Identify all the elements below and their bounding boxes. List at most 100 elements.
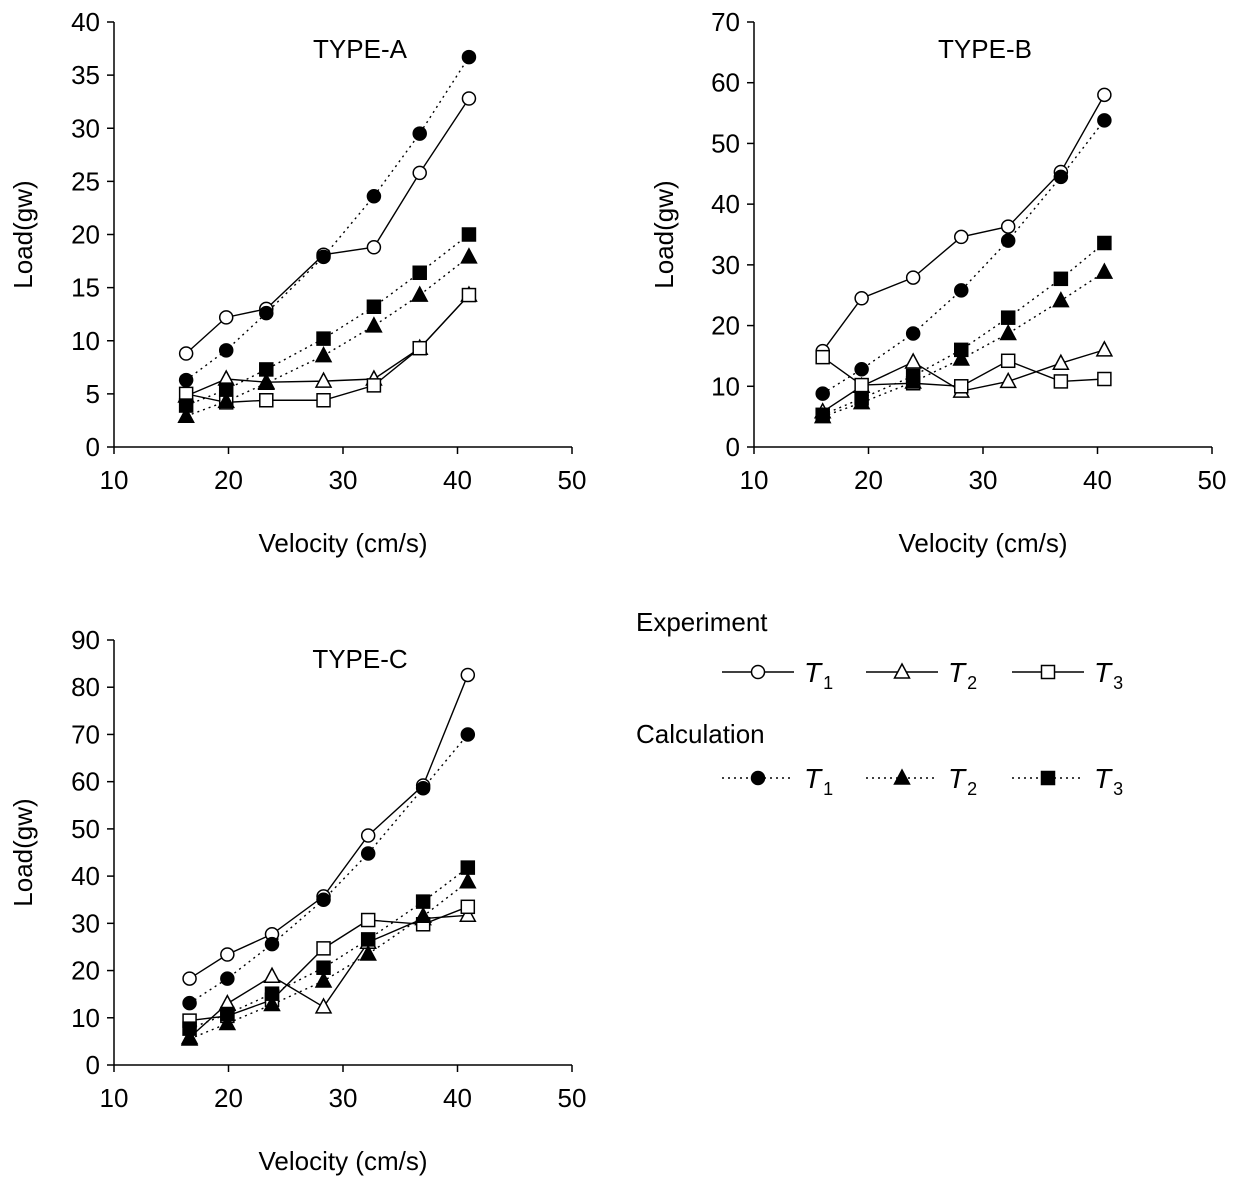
x-axis-label: Velocity (cm/s) [258, 528, 427, 558]
data-point-experiment-t2 [459, 905, 477, 923]
y-tick-label: 40 [71, 861, 100, 891]
data-point-experiment-t1 [854, 291, 869, 306]
x-tick-label: 10 [740, 465, 769, 495]
data-point-experiment-t3 [815, 349, 830, 365]
legend-label-subscript: 3 [1113, 779, 1123, 799]
data-point-calculation-t2 [1095, 262, 1114, 279]
data-point-calculation-t1 [412, 126, 427, 141]
data-point-experiment-t3 [854, 377, 869, 393]
data-point-experiment-t1 [461, 91, 477, 106]
y-tick-label: 25 [71, 166, 100, 196]
data-point-experiment-t3 [1053, 374, 1069, 389]
y-tick-label: 60 [711, 68, 740, 98]
legend-heading-calculation: Calculation [636, 719, 765, 749]
legend-marker-square [1040, 770, 1056, 786]
y-axis-label: Load(gw) [649, 180, 679, 288]
data-point-experiment-t3 [461, 287, 477, 303]
data-point-experiment-t1 [412, 165, 427, 181]
chart-title: TYPE-A [313, 34, 408, 64]
data-point-calculation-t1 [953, 283, 969, 298]
y-tick-label: 50 [71, 814, 100, 844]
y-tick-label: 20 [71, 956, 100, 986]
data-point-experiment-t3 [316, 941, 331, 956]
legend-label-subscript: 1 [823, 779, 833, 799]
data-point-experiment-t3 [366, 378, 382, 393]
y-tick-label: 10 [71, 1003, 100, 1033]
y-tick-label: 30 [71, 113, 100, 143]
y-tick-label: 10 [711, 371, 740, 401]
data-point-calculation-t2 [365, 316, 383, 333]
data-point-experiment-t1 [366, 240, 382, 255]
legend-label-letter: T [804, 657, 823, 688]
data-point-calculation-t1 [415, 781, 431, 796]
data-point-experiment-t3 [259, 393, 274, 408]
y-tick-label: 20 [711, 311, 740, 341]
data-point-calculation-t2 [180, 1029, 199, 1046]
data-point-calculation-t1 [264, 936, 280, 952]
data-point-calculation-t3 [815, 407, 830, 423]
data-point-calculation-t3 [905, 368, 921, 384]
data-point-calculation-t2 [359, 944, 377, 961]
legend-marker-triangle [893, 662, 911, 679]
x-tick-label: 50 [558, 1083, 587, 1113]
legend-label-subscript: 2 [967, 673, 977, 693]
chart-panel-type-a: 0 5 10 15 20 25 30 35 40 10 20 30 40 50 Velocity (cm/s… [8, 7, 586, 558]
x-tick-label: 40 [443, 1083, 472, 1113]
data-point-calculation-t3 [264, 986, 280, 1001]
x-tick-label: 20 [214, 1083, 243, 1113]
y-tick-label: 0 [726, 432, 740, 462]
data-point-calculation-t3 [220, 1006, 235, 1022]
legend-label-letter: T [1094, 657, 1113, 688]
y-tick-label: 60 [71, 767, 100, 797]
data-point-calculation-t3 [461, 227, 477, 242]
data-point-experiment-t1 [182, 971, 197, 986]
series-line-experiment-t1 [822, 94, 1105, 352]
x-tick-label: 20 [214, 465, 243, 495]
data-point-calculation-t1 [218, 343, 234, 358]
data-point-calculation-t2 [414, 906, 432, 923]
data-point-calculation-t2 [410, 285, 429, 302]
data-point-calculation-t3 [412, 265, 427, 280]
data-point-calculation-t3 [1000, 310, 1016, 325]
x-tick-label: 40 [1083, 465, 1112, 495]
data-point-calculation-t3 [178, 398, 194, 413]
legend-label-letter: T [1094, 763, 1113, 794]
data-point-calculation-t1 [316, 892, 331, 907]
y-axis-label: Load(gw) [8, 798, 38, 906]
legend-marker-circle [750, 664, 766, 680]
legend-marker-triangle [893, 768, 911, 785]
data-point-calculation-t3 [854, 391, 869, 406]
data-point-calculation-t1 [182, 995, 197, 1011]
x-axis-label: Velocity (cm/s) [898, 528, 1067, 558]
data-point-calculation-t1 [360, 846, 376, 861]
legend-label-subscript: 1 [823, 673, 833, 693]
y-tick-label: 90 [71, 625, 100, 655]
data-point-calculation-t3 [316, 331, 331, 346]
legend-heading-experiment: Experiment [636, 607, 768, 637]
x-tick-label: 10 [100, 1083, 129, 1113]
data-point-experiment-t1 [905, 270, 921, 285]
data-point-experiment-t3 [953, 379, 969, 394]
data-point-calculation-t2 [952, 349, 970, 366]
legend-label-subscript: 2 [967, 779, 977, 799]
data-point-calculation-t1 [905, 326, 921, 341]
data-point-experiment-t1 [220, 947, 235, 962]
legend-marker-circle [750, 770, 766, 786]
data-point-calculation-t3 [182, 1021, 197, 1036]
x-axis-label: Velocity (cm/s) [258, 1146, 427, 1176]
y-tick-label: 20 [71, 220, 100, 250]
legend-marker-square [1040, 664, 1056, 680]
data-point-calculation-t1 [461, 49, 477, 65]
data-point-experiment-t1 [460, 667, 476, 683]
y-tick-label: 50 [711, 128, 740, 158]
y-tick-label: 35 [71, 60, 100, 90]
data-point-calculation-t2 [257, 373, 276, 390]
data-point-calculation-t2 [218, 1013, 237, 1031]
